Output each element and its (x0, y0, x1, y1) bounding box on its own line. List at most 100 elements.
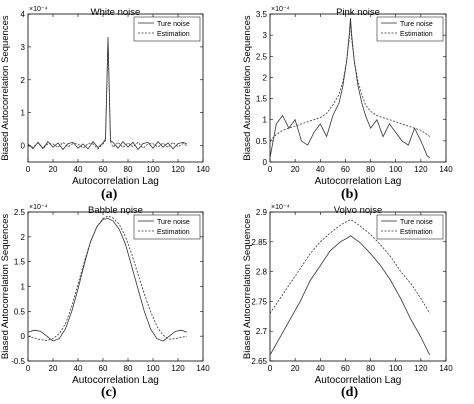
y-tick-label: 1.5 (256, 95, 268, 104)
x-tick-label: 60 (99, 165, 108, 174)
chart-title: White noise (91, 7, 141, 18)
y-axis-label: Biased Autocorrelation Sequences (242, 214, 253, 359)
x-tick-label: 80 (366, 364, 375, 373)
y-tick-label: 2 (263, 73, 268, 82)
x-tick-label: 0 (26, 364, 31, 373)
chart-title: Volvo noise (334, 205, 383, 216)
x-tick-label: 140 (439, 165, 453, 174)
y-tick-label: 2 (21, 233, 26, 242)
legend-box (376, 214, 444, 240)
panel-letter-a: (a) (101, 187, 118, 202)
y-tick-label: 1 (263, 116, 268, 125)
series-line-estimation (27, 40, 187, 150)
legend-label: Estimation (400, 31, 433, 38)
y-tick-label: 2.9 (256, 208, 268, 217)
x-tick-label: 0 (268, 364, 273, 373)
y-tick-label: 2 (21, 76, 26, 85)
x-tick-label: 40 (74, 364, 83, 373)
y-tick-label: 0 (21, 142, 26, 151)
x-tick-label: 60 (99, 364, 108, 373)
legend-label: Estimation (400, 229, 433, 236)
y-tick-label: 2.75 (251, 297, 267, 306)
x-tick-label: 20 (49, 165, 58, 174)
axis-multiplier: ×10⁻⁴ (271, 204, 290, 211)
chart-panel-1: 0 20 40 60 80 100 120 140 0 1 2 3 4×10⁻⁴ White noise A… (0, 6, 210, 187)
legend-label: Ture noise (400, 219, 433, 226)
x-tick-label: 40 (74, 165, 83, 174)
legend: Ture noise Estimation (133, 16, 201, 42)
legend-box (133, 16, 201, 42)
legend-label: Ture noise (157, 219, 190, 226)
legend-box (133, 214, 201, 240)
series-line-true-noise (27, 218, 187, 342)
x-tick-label: 60 (341, 364, 350, 373)
y-tick-label: 2.7 (256, 327, 268, 336)
x-tick-label: 0 (268, 165, 273, 174)
y-tick-label: 3.5 (256, 10, 268, 19)
x-tick-label: 40 (316, 364, 325, 373)
series-line-estimation (269, 219, 431, 314)
y-tick-label: 2.65 (251, 357, 267, 366)
y-tick-label: 0.5 (14, 307, 26, 316)
x-axis-label: Autocorrelation Lag (315, 375, 402, 386)
y-tick-label: 2.5 (14, 208, 26, 217)
legend: Ture noise Estimation (133, 214, 201, 240)
legend-label: Ture noise (157, 21, 190, 28)
chart-title: Babble noise (88, 205, 143, 216)
chart-panel-2: 0 20 40 60 80 100 120 140 0 0.5 1 1.5 2 2.5 3 3.5×10⁻⁴ P… (242, 6, 453, 187)
legend-label: Ture noise (400, 21, 433, 28)
x-tick-label: 120 (414, 364, 428, 373)
legend-label: Estimation (157, 31, 190, 38)
series-line-true-noise (27, 36, 187, 151)
series-line-estimation (27, 215, 187, 342)
x-tick-label: 0 (26, 165, 31, 174)
x-axis-label: Autocorrelation Lag (72, 375, 159, 386)
y-axis-label: Biased Autocorrelation Sequences (0, 214, 11, 359)
x-tick-label: 80 (366, 165, 375, 174)
series-line-true-noise (269, 235, 431, 356)
y-tick-label: 2.85 (251, 238, 267, 247)
x-tick-label: 140 (196, 165, 210, 174)
y-tick-label: 2.8 (256, 268, 268, 277)
axis-multiplier: ×10⁻⁴ (271, 6, 290, 13)
series-line-estimation (269, 22, 430, 142)
x-tick-label: 20 (291, 165, 300, 174)
y-tick-label: 0 (263, 158, 268, 167)
x-tick-label: 40 (316, 165, 325, 174)
chart-title: Pink noise (336, 7, 380, 18)
axis-multiplier: ×10⁻⁴ (29, 204, 48, 211)
y-tick-label: 1 (21, 283, 26, 292)
y-tick-label: 1.5 (14, 258, 26, 267)
x-tick-label: 120 (171, 364, 185, 373)
x-tick-label: 100 (389, 364, 403, 373)
x-tick-label: 140 (439, 364, 453, 373)
x-tick-label: 60 (341, 165, 350, 174)
series-line-true-noise (269, 18, 430, 159)
x-tick-label: 120 (414, 165, 428, 174)
y-tick-label: 0 (21, 332, 26, 341)
chart-panel-4: 0 20 40 60 80 100 120 140 2.65 2.7 2.75 2.8 2.85 2.9×… (242, 204, 453, 386)
y-axis-label: Biased Autocorrelation Sequences (242, 15, 253, 160)
legend: Ture noise Estimation (376, 16, 444, 42)
x-tick-label: 100 (146, 364, 160, 373)
x-axis-label: Autocorrelation Lag (315, 176, 402, 187)
axis-multiplier: ×10⁻⁴ (29, 6, 48, 13)
y-tick-label: -0.5 (11, 357, 25, 366)
panel-letter-c: (c) (101, 385, 117, 400)
y-tick-label: 0.5 (256, 137, 268, 146)
y-tick-label: 1 (21, 109, 26, 118)
x-tick-label: 100 (146, 165, 160, 174)
panel-letter-d: (d) (341, 385, 359, 400)
legend: Ture noise Estimation (376, 214, 444, 240)
x-tick-label: 80 (124, 165, 133, 174)
panel-letter-b: (b) (341, 187, 359, 202)
x-tick-label: 80 (124, 364, 133, 373)
y-tick-label: 3 (21, 43, 26, 52)
x-tick-label: 20 (291, 364, 300, 373)
x-tick-label: 20 (49, 364, 58, 373)
y-tick-label: 2.5 (256, 52, 268, 61)
x-tick-label: 140 (196, 364, 210, 373)
x-axis-label: Autocorrelation Lag (72, 176, 159, 187)
y-tick-label: 4 (21, 10, 26, 19)
